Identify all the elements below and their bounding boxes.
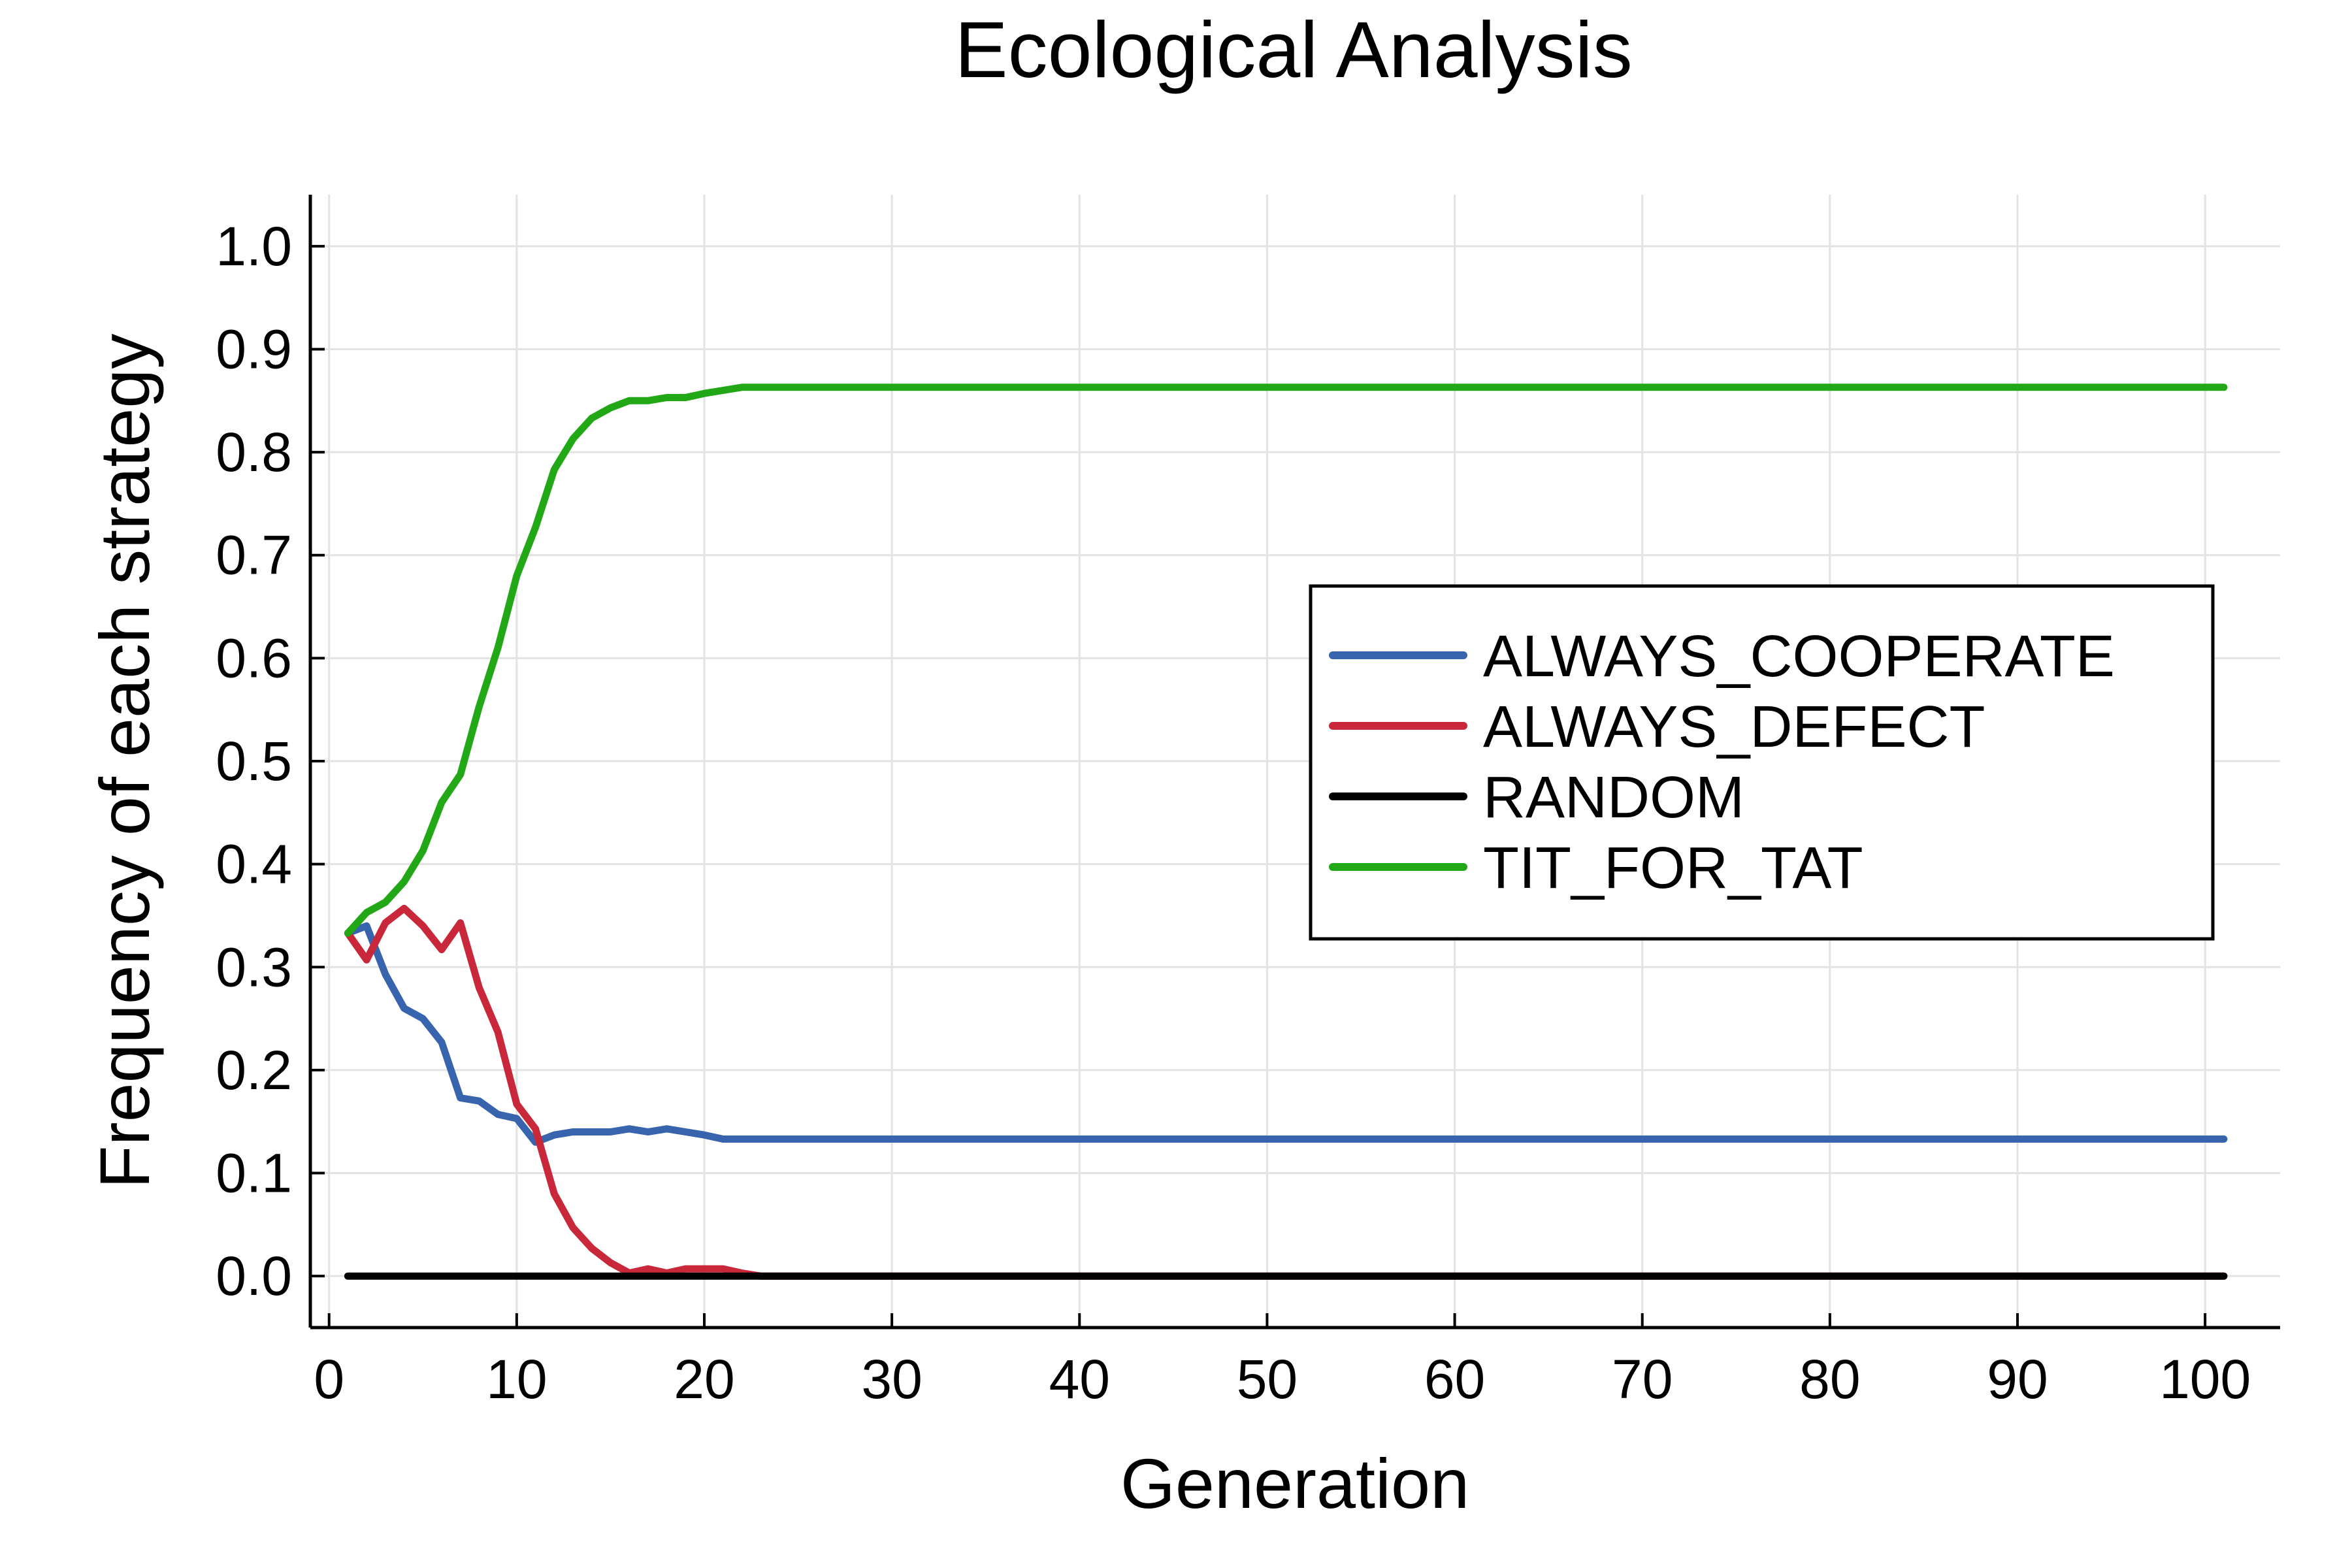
x-tick-label: 10 (486, 1348, 547, 1410)
x-axis-title: Generation (1120, 1444, 1469, 1523)
y-tick-label: 1.0 (216, 216, 292, 277)
y-tick-label: 0.7 (216, 525, 292, 586)
x-tick-label: 80 (1799, 1348, 1860, 1410)
chart-title: Ecological Analysis (955, 5, 1633, 94)
x-tick-label: 60 (1424, 1348, 1485, 1410)
legend-box (1309, 584, 2215, 941)
x-tick-label: 40 (1049, 1348, 1110, 1410)
y-axis-title: Frequency of each strategy (85, 334, 164, 1189)
x-tick-label: 50 (1237, 1348, 1298, 1410)
y-tick-label: 0.5 (216, 730, 292, 792)
y-tick-label: 0.3 (216, 936, 292, 998)
legend-label-tit-for-tat: TIT_FOR_TAT (1483, 836, 1863, 901)
x-tick-label: 30 (861, 1348, 922, 1410)
series-line-tit-for-tat (344, 384, 2228, 937)
y-tick-label: 0.4 (216, 834, 292, 895)
y-tick-label: 0.9 (216, 318, 292, 380)
legend: ALWAYS_COOPERATEALWAYS_DEFECTRANDOMTIT_F… (1309, 584, 2215, 941)
x-tick-label: 20 (674, 1348, 734, 1410)
y-tick-label: 0.1 (216, 1143, 292, 1204)
x-tick-label: 90 (1987, 1348, 2048, 1410)
y-tick-label: 0.0 (216, 1245, 292, 1307)
x-tick-label: 0 (314, 1348, 344, 1410)
series (344, 384, 2228, 1280)
x-tick-label: 70 (1612, 1348, 1673, 1410)
series-line-always-defect (344, 904, 2228, 1280)
y-tick-label: 0.8 (216, 421, 292, 483)
y-tick-label: 0.6 (216, 627, 292, 689)
x-ticks: 0 10 20 30 40 50 60 70 80 90 100 (314, 1313, 2251, 1410)
y-tick-label: 0.2 (216, 1039, 292, 1101)
legend-label-always-defect: ALWAYS_DEFECT (1483, 694, 1985, 760)
y-ticks: 0.0 0.1 0.2 0.3 0.4 0.5 0.6 0.7 0.8 0.9 1.0 (216, 216, 325, 1307)
legend-label-random: RANDOM (1483, 765, 1744, 830)
x-tick-label: 100 (2159, 1348, 2251, 1410)
legend-label-always-cooperate: ALWAYS_COOPERATE (1483, 624, 2115, 689)
series-line-always-cooperate (344, 922, 2228, 1146)
